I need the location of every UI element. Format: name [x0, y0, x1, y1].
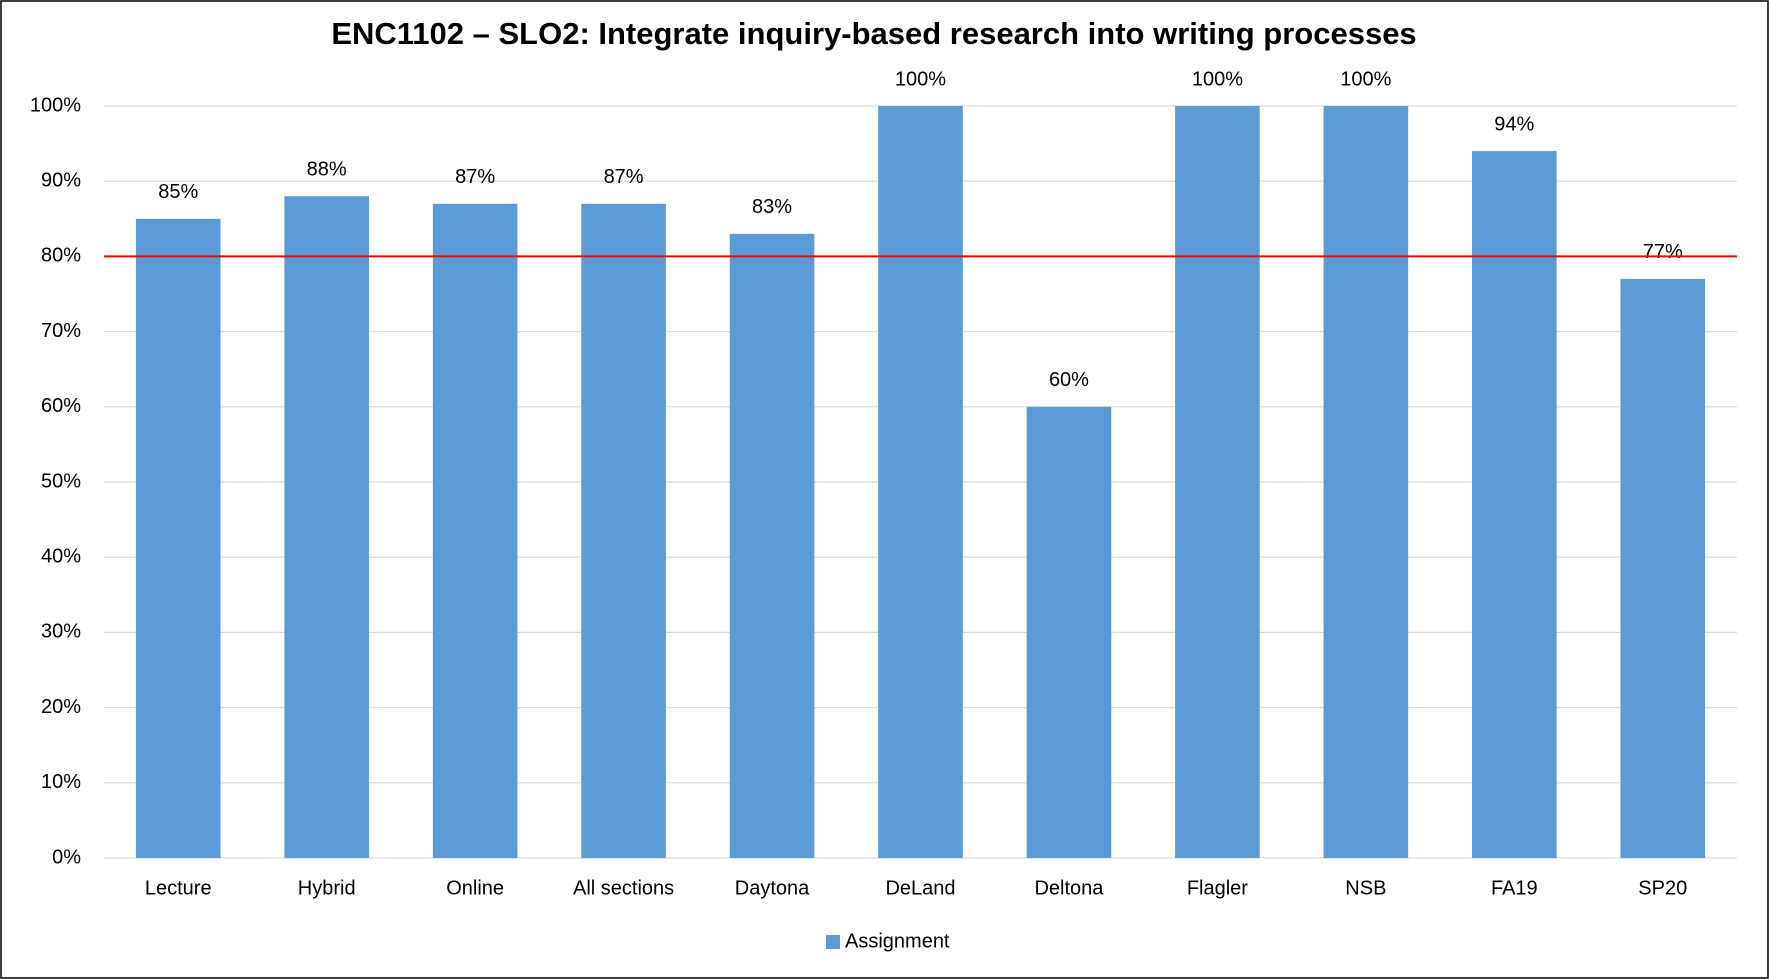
y-tick-label: 20%: [41, 696, 81, 718]
x-tick-label: Hybrid: [298, 877, 356, 899]
data-label: 77%: [1643, 241, 1683, 263]
data-label: 100%: [1340, 68, 1391, 90]
y-tick-label: 10%: [41, 771, 81, 793]
bar: [1620, 278, 1706, 859]
bar: [1323, 106, 1409, 858]
x-tick-label: All sections: [573, 877, 674, 899]
data-label: 87%: [455, 166, 495, 188]
x-tick-label: Online: [446, 877, 504, 899]
y-tick-label: 100%: [30, 94, 81, 116]
data-label: 100%: [1192, 68, 1243, 90]
y-tick-label: 70%: [41, 320, 81, 342]
x-tick-label: SP20: [1638, 877, 1687, 899]
x-tick-label: NSB: [1345, 877, 1386, 899]
bar: [135, 218, 221, 859]
data-label: 83%: [752, 196, 792, 218]
bar: [1175, 106, 1260, 858]
x-tick-label: Flagler: [1187, 877, 1248, 899]
y-tick-label: 0%: [52, 846, 81, 868]
data-label: 88%: [307, 159, 347, 181]
data-label: 87%: [604, 166, 644, 188]
y-tick-label: 90%: [41, 169, 81, 191]
bar: [581, 203, 666, 858]
data-label: 60%: [1049, 369, 1089, 391]
bar: [729, 233, 815, 859]
x-tick-label: Lecture: [145, 877, 212, 899]
bar: [1026, 406, 1112, 858]
y-tick-label: 50%: [41, 470, 81, 492]
x-tick-label: FA19: [1491, 877, 1538, 899]
bar: [284, 196, 369, 859]
x-tick-label: Deltona: [1034, 877, 1104, 899]
legend-label: Assignment: [845, 930, 950, 952]
x-tick-label: DeLand: [885, 877, 955, 899]
y-tick-label: 40%: [41, 545, 81, 567]
bar: [1472, 151, 1557, 858]
y-tick-label: 60%: [41, 395, 81, 417]
legend-swatch: [826, 935, 840, 949]
chart-title: ENC1102 – SLO2: Integrate inquiry-based …: [331, 16, 1416, 51]
y-tick-label: 30%: [41, 621, 81, 643]
y-tick-label: 80%: [41, 245, 81, 267]
x-tick-label: Daytona: [735, 877, 810, 899]
data-label: 100%: [895, 68, 946, 90]
bar: [432, 203, 518, 858]
data-label: 94%: [1494, 113, 1534, 135]
bar: [878, 106, 963, 858]
data-label: 85%: [158, 181, 198, 203]
